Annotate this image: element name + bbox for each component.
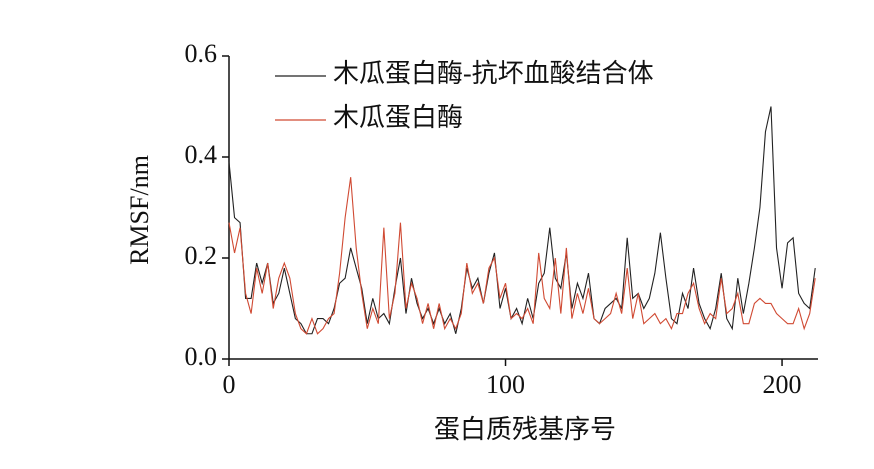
legend-label: 木瓜蛋白酶-抗坏血酸结合体: [333, 59, 654, 88]
y-tick-label: 0.2: [185, 241, 218, 270]
legend-label: 木瓜蛋白酶: [333, 103, 463, 132]
y-tick-label: 0.6: [185, 39, 218, 68]
y-tick-label: 0.0: [185, 342, 218, 371]
x-axis-label: 蛋白质残基序号: [434, 415, 616, 444]
x-tick-label: 0: [223, 370, 236, 399]
y-tick-label: 0.4: [185, 140, 218, 169]
y-axis-label: RMSF/nm: [125, 155, 154, 265]
series-line: [228, 106, 816, 335]
x-tick-label: 200: [763, 370, 802, 399]
series-line: [228, 177, 816, 335]
x-tick-label: 100: [486, 370, 525, 399]
